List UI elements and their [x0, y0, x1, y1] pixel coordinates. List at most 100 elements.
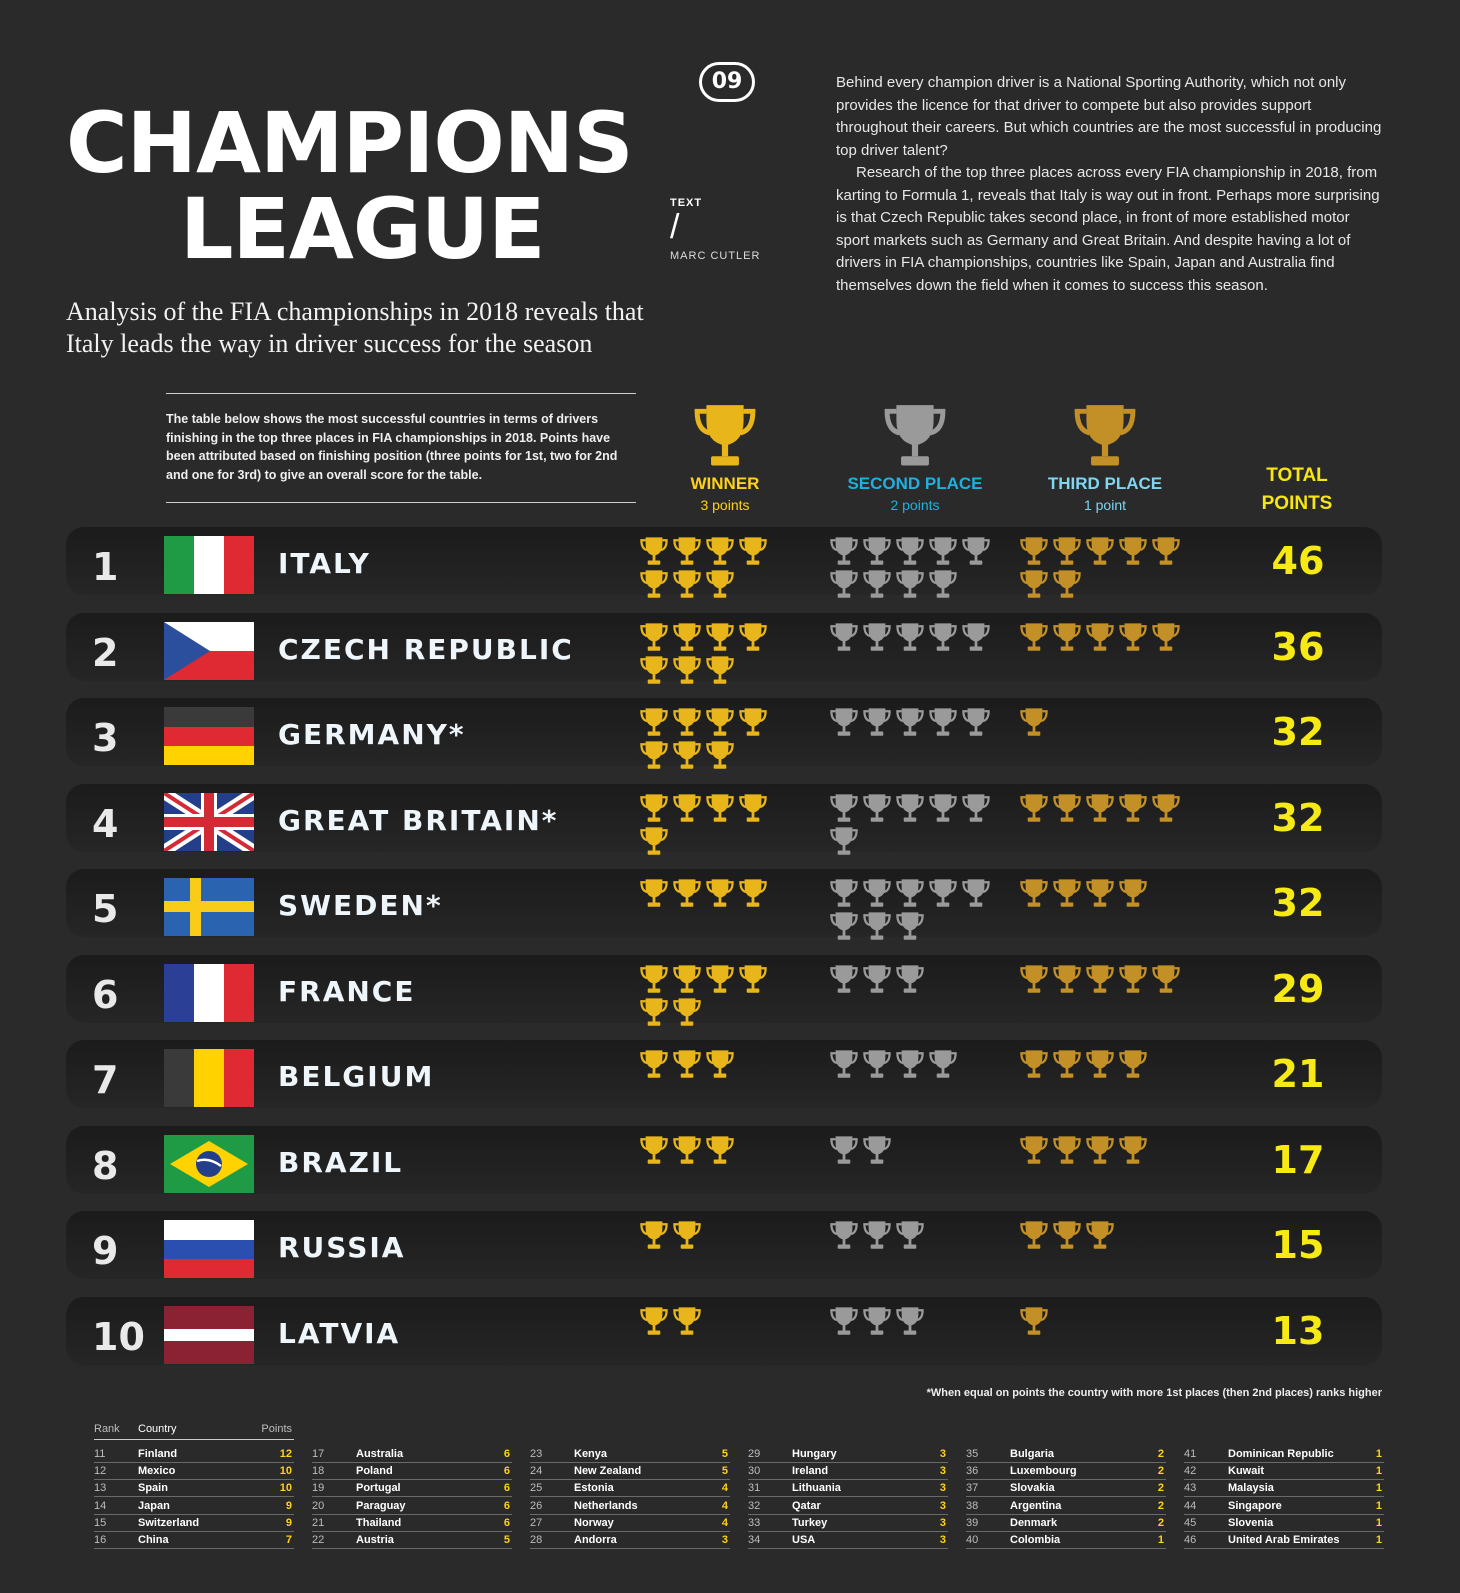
- rank-number: 9: [92, 1229, 119, 1273]
- flag-belgium-icon: [164, 1049, 254, 1107]
- trophy-icon: [640, 826, 668, 855]
- trophy-icon: [1119, 1135, 1147, 1164]
- winner-title: WINNER: [690, 474, 760, 494]
- trophy-icon: [1020, 1306, 1048, 1335]
- list-points: 6: [503, 1465, 510, 1478]
- winner-points: 3 points: [700, 497, 750, 514]
- trophy-icon: [929, 537, 957, 565]
- text-label: TEXT: [670, 197, 703, 209]
- trophy-icon: [863, 1050, 891, 1078]
- list-points: 2: [1157, 1482, 1164, 1495]
- trophy-icon: [830, 1135, 858, 1164]
- list-country: Andorra: [574, 1534, 617, 1546]
- subtitle: Analysis of the FIA championships in 201…: [66, 297, 644, 358]
- trophy-icon: [929, 570, 957, 598]
- trophy-icon: [630, 402, 820, 470]
- trophy-icon: [863, 879, 891, 907]
- trophy-icon: [1152, 964, 1180, 993]
- trophy-icon: [820, 402, 1010, 470]
- trophy-icon: [830, 1221, 858, 1249]
- list-points: 1: [1375, 1465, 1382, 1478]
- rank-number: 3: [92, 716, 119, 760]
- trophy-icon: [896, 1221, 924, 1249]
- list-country: Netherlands: [574, 1499, 638, 1512]
- rank-number: 7: [92, 1058, 119, 1102]
- list-item: 14 Japan 9: [94, 1497, 294, 1515]
- trophy-icon: [640, 1050, 668, 1078]
- list-rank: 25: [530, 1482, 543, 1495]
- trophy-icon: [929, 622, 957, 651]
- list-rank: 32: [748, 1499, 761, 1512]
- tie-break-footnote: *When equal on points the country with m…: [926, 1387, 1382, 1399]
- list-rank: 38: [966, 1499, 979, 1512]
- flag-france-icon: [164, 963, 254, 1022]
- trophy-icon: [863, 964, 891, 993]
- total-points: 32: [1271, 710, 1325, 754]
- list-points: 10: [279, 1482, 292, 1495]
- list-country: Bulgaria: [1010, 1448, 1055, 1460]
- country-name: FRANCE: [278, 974, 416, 1008]
- list-country: Switzerland: [138, 1516, 200, 1529]
- list-country: Colombia: [1010, 1534, 1061, 1546]
- list-rank: 40: [966, 1534, 979, 1546]
- trophy-icon: [1010, 402, 1200, 470]
- flag-brazil-icon: [164, 1134, 254, 1193]
- flag-sweden-icon: [164, 878, 254, 936]
- trophy-icon: [694, 405, 756, 466]
- list-item: 26 Netherlands 4: [530, 1497, 730, 1515]
- trophy-icon: [1020, 622, 1048, 651]
- list-country: Denmark: [1010, 1516, 1058, 1529]
- trophy-icon: [640, 1135, 668, 1164]
- trophy-icon: [640, 1221, 668, 1249]
- country-name: CZECH REPUBLIC: [278, 632, 574, 666]
- list-points: 1: [1375, 1499, 1382, 1512]
- list-rank: 31: [748, 1482, 761, 1495]
- trophy-icon: [1020, 1135, 1048, 1164]
- list-item: 42 Kuwait 1: [1184, 1462, 1384, 1481]
- trophy-icon: [1152, 622, 1180, 651]
- trophy-icon: [1053, 964, 1081, 993]
- list-rank: 46: [1184, 1534, 1197, 1546]
- list-rank: 15: [94, 1516, 107, 1529]
- list-rank: 39: [966, 1516, 979, 1529]
- trophy-icon: [896, 879, 924, 907]
- trophy-icon: [1119, 1050, 1147, 1078]
- table-row: [66, 1296, 1382, 1365]
- trophy-icon: [863, 708, 891, 736]
- trophy-icon: [640, 655, 668, 684]
- list-points: 7: [285, 1534, 292, 1546]
- trophy-icon: [863, 1221, 891, 1249]
- total-points: 21: [1271, 1052, 1325, 1096]
- list-country: Singapore: [1228, 1499, 1282, 1512]
- list-item: 20 Paraguay 6: [312, 1497, 512, 1515]
- list-points: 1: [1375, 1448, 1382, 1460]
- list-points: 9: [285, 1499, 292, 1512]
- list-rank: 41: [1184, 1448, 1197, 1460]
- list-item: 41 Dominican Republic 1: [1184, 1445, 1384, 1463]
- list-points: 9: [285, 1516, 292, 1529]
- trophy-icon: [1020, 793, 1048, 822]
- total-points: 36: [1271, 624, 1325, 669]
- trophy-icon: [673, 1135, 701, 1164]
- list-item: 17 Australia 6: [312, 1445, 512, 1463]
- trophy-icon: [1086, 622, 1114, 651]
- list-country: Lithuania: [792, 1482, 841, 1495]
- list-points: 2: [1157, 1516, 1164, 1529]
- trophy-icon: [1053, 879, 1081, 907]
- flag-germany-icon: [164, 707, 254, 765]
- list-item: 13 Spain 10: [94, 1479, 294, 1498]
- list-rank: 29: [748, 1448, 761, 1460]
- trophy-icon: [706, 622, 734, 651]
- trophy-icon: [673, 570, 701, 598]
- trophy-icon: [1020, 964, 1048, 993]
- trophy-icon: [830, 912, 858, 940]
- list-rank: 37: [966, 1482, 979, 1495]
- list-rank: 19: [312, 1482, 325, 1495]
- trophy-icon: [640, 622, 668, 651]
- trophy-icon: [1020, 879, 1048, 907]
- list-item: 25 Estonia 4: [530, 1479, 730, 1498]
- list-country: Argentina: [1010, 1499, 1062, 1512]
- trophy-icon: [706, 537, 734, 565]
- trophy-icon: [640, 1306, 668, 1335]
- trophy-icon: [1086, 1135, 1114, 1164]
